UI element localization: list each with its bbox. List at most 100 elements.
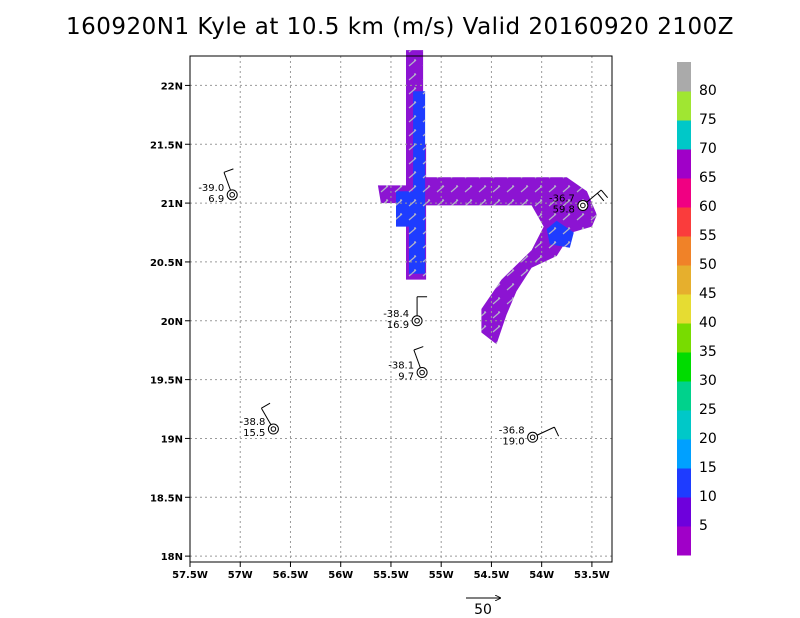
colorbar-swatch-16 <box>677 62 691 92</box>
colorbar-label: 25 <box>699 402 717 418</box>
sounding-dot <box>419 369 425 376</box>
sounding-ring <box>226 189 238 201</box>
sounding-label-bottom: 16.9 <box>387 320 409 331</box>
colorbar-label: 60 <box>699 199 717 215</box>
x-tick-label: 57W <box>228 570 253 581</box>
reference-vector-label: 50 <box>474 602 492 618</box>
colorbar-label: 50 <box>699 257 717 273</box>
sounding-label-top: -38.8 <box>240 417 266 428</box>
colorbar-swatch-12 <box>677 178 691 208</box>
colorbar-swatch-11 <box>677 207 691 237</box>
colorbar-swatch-10 <box>677 236 691 266</box>
y-tick-label: 21N <box>161 199 183 210</box>
sounding-ring <box>416 367 428 379</box>
sounding-label-bottom: 6.9 <box>208 194 224 205</box>
y-tick-label: 20N <box>161 317 183 328</box>
colorbar-swatch-0 <box>677 526 691 556</box>
sounding-dot <box>580 202 586 209</box>
y-tick-label: 18.5N <box>150 493 183 504</box>
sounding-label-bottom: 9.7 <box>398 372 414 383</box>
colorbar-label: 5 <box>699 518 708 534</box>
colorbar: 5 10 15 20 25 30 35 40 45 50 55 60 65 70 75 80 <box>677 62 717 556</box>
wind-vectors-1 <box>421 177 597 345</box>
colorbar-label: 80 <box>699 83 717 99</box>
colorbar-swatch-5 <box>677 381 691 411</box>
sounding-dot <box>270 426 277 432</box>
wind-barb-flag <box>413 346 424 351</box>
colorbar-label: 70 <box>699 141 717 157</box>
wind-barb-flag <box>553 426 560 437</box>
sounding-label-bottom: 19.0 <box>502 436 524 447</box>
x-tick-label: 54.5W <box>474 570 510 581</box>
wind-barb-flag <box>261 402 271 409</box>
sounding-dot <box>414 317 420 324</box>
sounding-marker-0: -39.06.9 <box>198 168 238 205</box>
sounding-ring <box>411 315 423 327</box>
sounding-markers: -39.06.9-38.416.9-38.19.7-38.815.5 -36.81… <box>198 168 609 447</box>
sounding-label-top: -38.1 <box>388 361 414 372</box>
colorbar-swatch-7 <box>677 323 691 353</box>
sounding-label-top: -36.7 <box>549 193 575 204</box>
colorbar-label: 75 <box>699 112 717 128</box>
colorbar-label: 35 <box>699 344 717 360</box>
colorbar-swatch-1 <box>677 497 691 527</box>
wind-regions <box>377 50 597 345</box>
x-tick-label: 55.5W <box>373 570 409 581</box>
sounding-marker-2: -38.19.7 <box>388 346 428 383</box>
colorbar-swatch-8 <box>677 294 691 324</box>
x-tick-label: 56W <box>328 570 353 581</box>
wind-vectors-3 <box>546 220 574 248</box>
wind-barb-flag <box>223 168 234 173</box>
plot-frame <box>189 55 613 563</box>
x-tick-label: 55W <box>429 570 454 581</box>
sounding-ring <box>267 423 279 435</box>
colorbar-swatch-15 <box>677 91 691 121</box>
colorbar-label: 30 <box>699 373 717 389</box>
colorbar-label: 55 <box>699 228 717 244</box>
colorbar-label: 40 <box>699 315 717 331</box>
x-tick-label: 54W <box>529 570 554 581</box>
colorbar-label: 45 <box>699 286 717 302</box>
sounding-label-top: -38.4 <box>383 309 409 320</box>
reference-vector: 50 <box>466 598 500 618</box>
y-tick-label: 19N <box>161 434 183 445</box>
y-tick-label: 21.5N <box>150 140 183 151</box>
colorbar-label: 15 <box>699 460 717 476</box>
colorbar-swatch-6 <box>677 352 691 382</box>
colorbar-swatch-14 <box>677 120 691 150</box>
x-tick-label: 56.5W <box>273 570 309 581</box>
sounding-label-bottom: 59.8 <box>553 204 575 215</box>
wind-barb-flag <box>600 189 609 199</box>
sounding-dot <box>229 192 235 198</box>
sounding-marker-4: -36.819.0 <box>499 425 560 447</box>
y-tick-label: 18N <box>161 552 183 563</box>
sounding-ring <box>527 431 539 443</box>
colorbar-swatch-13 <box>677 149 691 179</box>
colorbar-label: 20 <box>699 431 717 447</box>
y-tick-label: 20.5N <box>150 258 183 269</box>
chart-title: 160920N1 Kyle at 10.5 km (m/s) Valid 201… <box>65 14 735 40</box>
sounding-ring <box>577 199 589 211</box>
colorbar-label: 10 <box>699 489 717 505</box>
sounding-label-bottom: 15.5 <box>243 428 265 439</box>
wind-barb-flag <box>597 192 605 202</box>
y-tick-label: 19.5N <box>150 376 183 387</box>
sounding-dot <box>529 434 536 441</box>
sounding-label-top: -36.8 <box>499 425 525 436</box>
colorbar-label: 65 <box>699 170 717 186</box>
sounding-label-top: -39.0 <box>198 183 224 194</box>
sounding-marker-3: -38.815.5 <box>240 402 279 439</box>
sounding-marker-1: -38.416.9 <box>383 296 428 331</box>
colorbar-swatch-9 <box>677 265 691 295</box>
sounding-marker-5: -36.759.8 <box>549 189 609 215</box>
colorbar-swatch-4 <box>677 410 691 440</box>
colorbar-swatch-3 <box>677 439 691 469</box>
x-tick-label: 57.5W <box>172 570 208 581</box>
y-axis: 18N 18.5N 19N 19.5N 20N 20.5N 21N 21.5N 22N <box>150 81 190 563</box>
grid-lines <box>190 56 612 562</box>
x-axis: 57.5W 57W 56.5W 56W 55.5W 55W 54.5W 54W 53.5W <box>172 562 610 581</box>
colorbar-swatch-2 <box>677 468 691 498</box>
wind-vectors-2 <box>396 91 426 274</box>
y-tick-label: 22N <box>161 81 183 92</box>
